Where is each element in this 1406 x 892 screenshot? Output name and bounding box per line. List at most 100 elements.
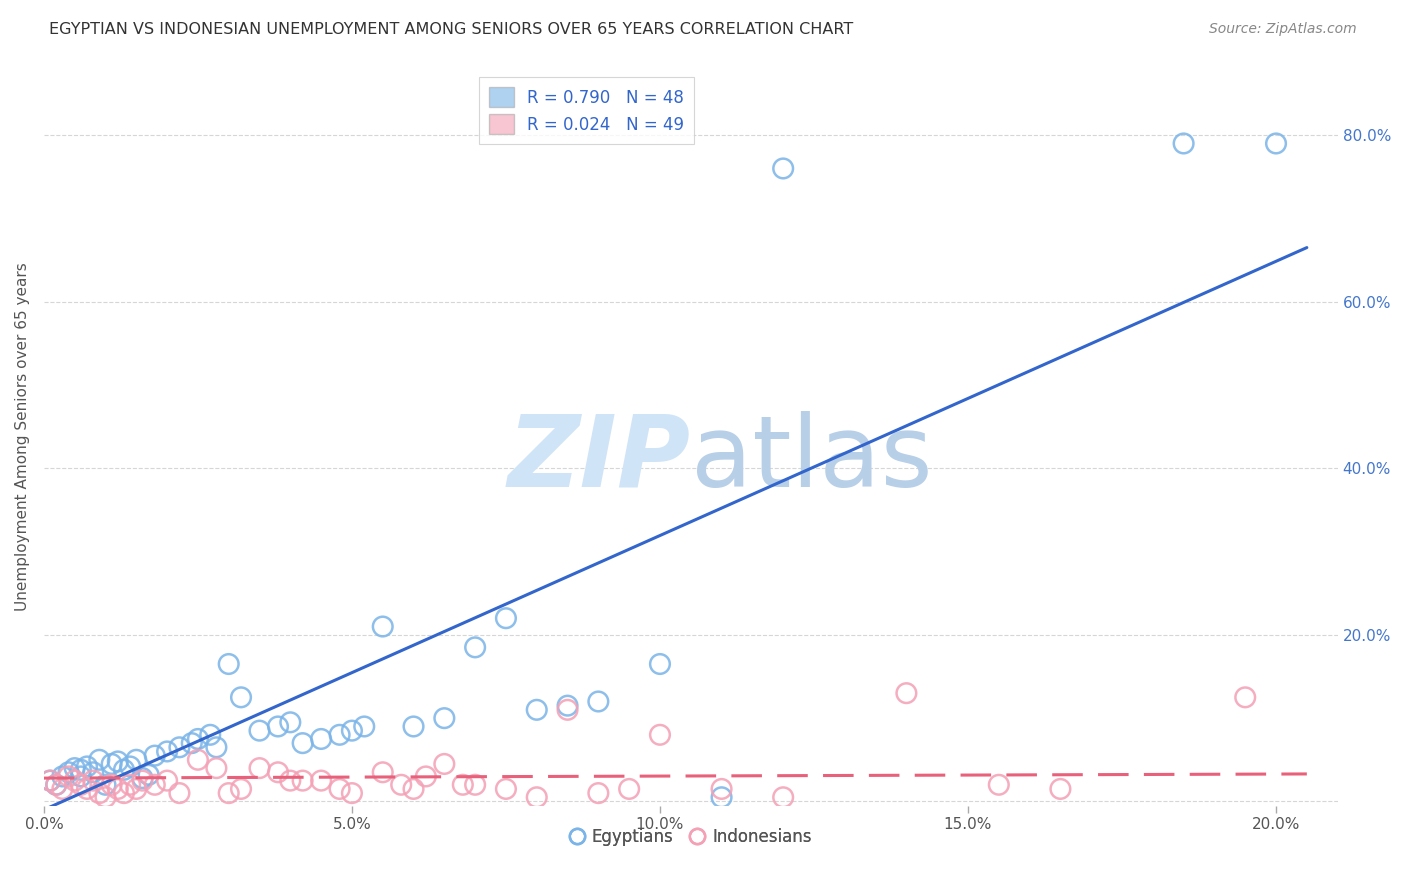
Point bbox=[45, 778, 67, 792]
Point bbox=[143, 778, 166, 792]
Point bbox=[648, 728, 671, 742]
Point bbox=[249, 761, 271, 775]
Point bbox=[45, 778, 67, 792]
Point bbox=[180, 736, 202, 750]
Point bbox=[557, 698, 579, 713]
Point bbox=[39, 773, 62, 788]
Point bbox=[329, 728, 352, 742]
Text: atlas: atlas bbox=[690, 410, 932, 508]
Point bbox=[896, 686, 918, 700]
Point bbox=[710, 781, 733, 796]
Point bbox=[229, 781, 252, 796]
Point bbox=[187, 753, 209, 767]
Point bbox=[70, 778, 93, 792]
Point bbox=[205, 740, 228, 755]
Point bbox=[218, 786, 240, 800]
Point bbox=[389, 778, 412, 792]
Point bbox=[291, 773, 314, 788]
Point bbox=[63, 761, 86, 775]
Point bbox=[1173, 136, 1195, 151]
Point bbox=[76, 781, 98, 796]
Point bbox=[1049, 781, 1071, 796]
Point bbox=[143, 748, 166, 763]
Point bbox=[353, 719, 375, 733]
Point bbox=[100, 756, 122, 771]
Point bbox=[249, 723, 271, 738]
Point bbox=[464, 778, 486, 792]
Point bbox=[526, 703, 548, 717]
Point bbox=[710, 790, 733, 805]
Point bbox=[82, 773, 104, 788]
Point bbox=[51, 769, 73, 783]
Point bbox=[772, 161, 794, 176]
Point bbox=[169, 740, 191, 755]
Point bbox=[169, 786, 191, 800]
Point bbox=[58, 769, 80, 783]
Point bbox=[371, 619, 394, 633]
Text: ZIP: ZIP bbox=[508, 410, 690, 508]
Point bbox=[402, 719, 425, 733]
Point bbox=[340, 786, 363, 800]
Point bbox=[433, 756, 456, 771]
Point bbox=[402, 781, 425, 796]
Point bbox=[588, 786, 610, 800]
Point bbox=[229, 690, 252, 705]
Point bbox=[125, 753, 148, 767]
Point bbox=[89, 753, 111, 767]
Point bbox=[70, 769, 93, 783]
Point bbox=[309, 773, 332, 788]
Point bbox=[82, 765, 104, 780]
Point bbox=[433, 711, 456, 725]
Point bbox=[125, 781, 148, 796]
Point bbox=[156, 744, 179, 758]
Point bbox=[617, 781, 640, 796]
Text: Source: ZipAtlas.com: Source: ZipAtlas.com bbox=[1209, 22, 1357, 37]
Point bbox=[495, 611, 517, 625]
Point bbox=[495, 781, 517, 796]
Point bbox=[278, 715, 301, 730]
Point bbox=[89, 786, 111, 800]
Point bbox=[112, 763, 135, 777]
Point bbox=[1234, 690, 1257, 705]
Point bbox=[464, 640, 486, 655]
Point bbox=[94, 790, 117, 805]
Point bbox=[340, 723, 363, 738]
Point bbox=[39, 773, 62, 788]
Point bbox=[120, 759, 142, 773]
Point bbox=[588, 694, 610, 708]
Point bbox=[107, 781, 129, 796]
Point bbox=[76, 759, 98, 773]
Point bbox=[371, 765, 394, 780]
Point bbox=[100, 778, 122, 792]
Point bbox=[218, 657, 240, 671]
Point bbox=[58, 765, 80, 780]
Point bbox=[107, 755, 129, 769]
Point bbox=[200, 728, 222, 742]
Point bbox=[131, 771, 153, 785]
Point bbox=[156, 773, 179, 788]
Y-axis label: Unemployment Among Seniors over 65 years: Unemployment Among Seniors over 65 years bbox=[15, 262, 30, 611]
Point bbox=[772, 790, 794, 805]
Point bbox=[112, 786, 135, 800]
Point bbox=[131, 773, 153, 788]
Point bbox=[987, 778, 1010, 792]
Point bbox=[94, 778, 117, 792]
Point bbox=[267, 765, 290, 780]
Point bbox=[309, 731, 332, 746]
Point bbox=[138, 768, 160, 782]
Point bbox=[648, 657, 671, 671]
Point bbox=[526, 790, 548, 805]
Legend: Egyptians, Indonesians: Egyptians, Indonesians bbox=[564, 822, 818, 853]
Point bbox=[329, 781, 352, 796]
Point bbox=[291, 736, 314, 750]
Point bbox=[51, 781, 73, 796]
Point bbox=[1265, 136, 1288, 151]
Point bbox=[278, 773, 301, 788]
Point bbox=[120, 778, 142, 792]
Point bbox=[557, 703, 579, 717]
Point bbox=[205, 761, 228, 775]
Point bbox=[267, 719, 290, 733]
Text: EGYPTIAN VS INDONESIAN UNEMPLOYMENT AMONG SENIORS OVER 65 YEARS CORRELATION CHAR: EGYPTIAN VS INDONESIAN UNEMPLOYMENT AMON… bbox=[49, 22, 853, 37]
Point bbox=[451, 778, 474, 792]
Point bbox=[70, 763, 93, 777]
